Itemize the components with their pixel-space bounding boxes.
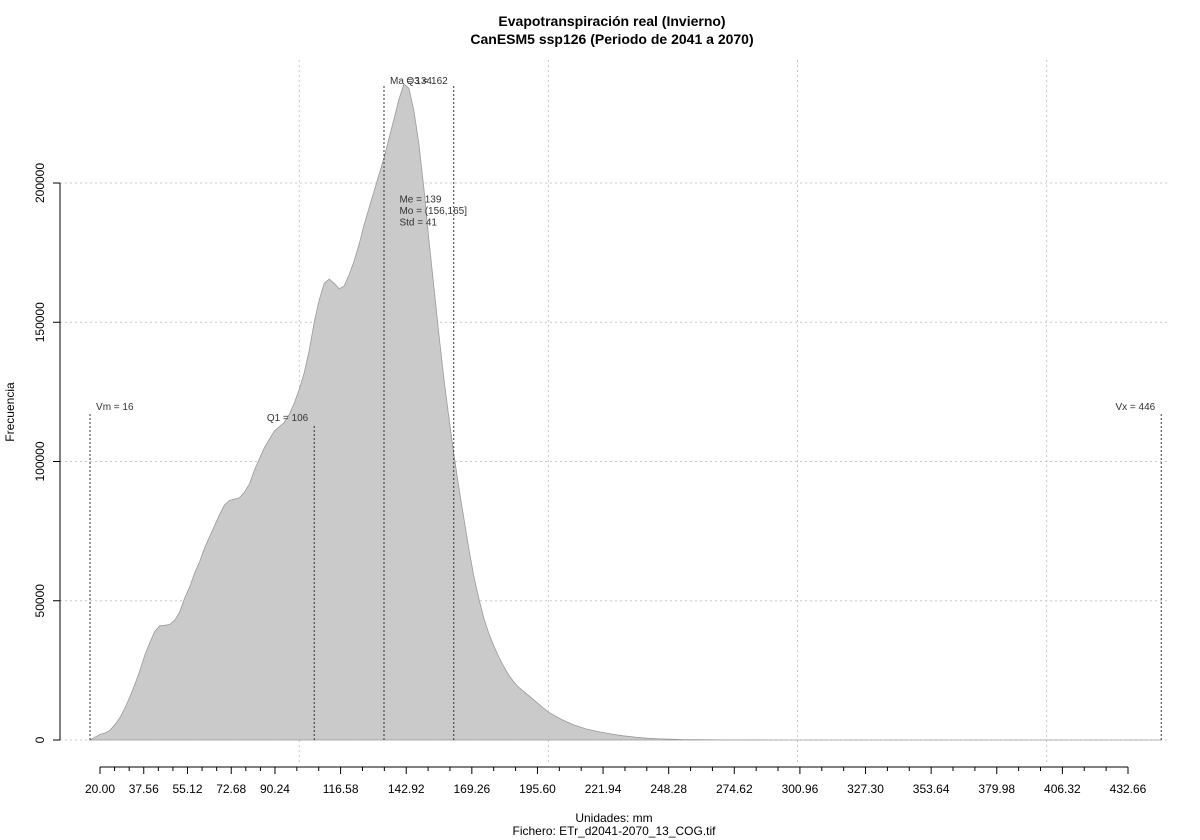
q3-label: Q3 = 162 [406, 76, 448, 87]
y-tick-label-4: 200000 [33, 163, 47, 203]
y-tick-label-2: 100000 [33, 441, 47, 481]
x-axis-label: Unidades: mm [575, 811, 652, 825]
q1-label: Q1 = 106 [267, 413, 309, 424]
y-axis: 0 50000 100000 150000 200000 [33, 163, 61, 743]
x-tick-label-6: 142.92 [388, 782, 425, 796]
x-tick-label-14: 353.64 [913, 782, 950, 796]
x-tick-label-10: 248.28 [650, 782, 687, 796]
ma-label: Ma = 134 [390, 76, 432, 87]
stats-line-2: Std = 41 [399, 217, 437, 228]
x-tick-label-9: 221.94 [585, 782, 622, 796]
x-tick-label-11: 274.62 [716, 782, 753, 796]
x-tick-label-15: 379.98 [978, 782, 1015, 796]
density-area [88, 83, 1162, 741]
y-tick-label-3: 150000 [33, 302, 47, 342]
x-tick-label-17: 432.66 [1110, 782, 1147, 796]
y-tick-label-0: 0 [33, 736, 47, 743]
file-label: Fichero: ETr_d2041-2070_13_COG.tif [513, 824, 717, 838]
x-tick-label-5: 116.58 [323, 782, 359, 796]
x-tick-label-4: 90.24 [260, 782, 290, 796]
y-axis-label: Frecuencia [3, 382, 17, 442]
x-tick-label-8: 195.60 [519, 782, 556, 796]
x-tick-label-3: 72.68 [216, 782, 246, 796]
stats-line-1: Mo = (156,165] [399, 206, 467, 217]
x-tick-label-13: 327.30 [847, 782, 884, 796]
x-tick-label-16: 406.32 [1044, 782, 1081, 796]
x-tick-label-2: 55.12 [172, 782, 202, 796]
stats-line-0: Me = 139 [399, 194, 441, 205]
x-tick-label-0: 20.00 [85, 782, 115, 796]
y-tick-label-1: 50000 [33, 584, 47, 618]
chart-subtitle: CanESM5 ssp126 (Periodo de 2041 a 2070) [470, 31, 753, 47]
chart-title: Evapotranspiración real (Invierno) [498, 13, 725, 29]
x-axis: 20.00 37.56 55.12 72.68 90.24 116.58 142.92 169… [85, 766, 1147, 796]
vm-label: Vm = 16 [96, 402, 134, 413]
vx-label: Vx = 446 [1115, 402, 1155, 413]
x-tick-label-1: 37.56 [129, 782, 159, 796]
x-tick-label-7: 169.26 [453, 782, 490, 796]
x-tick-label-12: 300.96 [782, 782, 819, 796]
